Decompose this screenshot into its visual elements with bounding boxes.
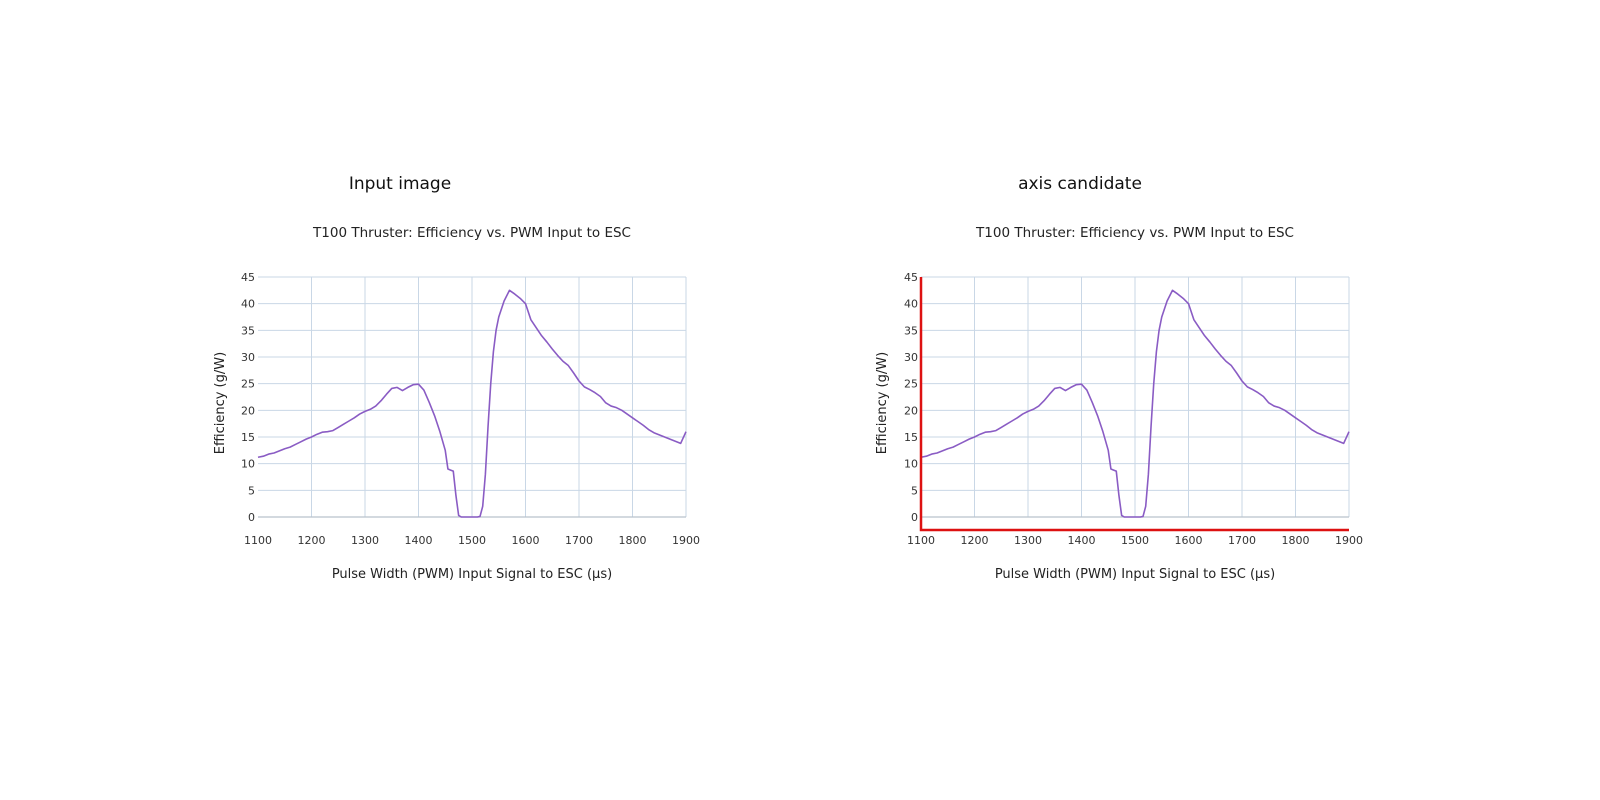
x-tick-label: 1800 (1282, 534, 1310, 547)
x-axis-label: Pulse Width (PWM) Input Signal to ESC (μ… (995, 567, 1275, 582)
chart-title: T100 Thruster: Efficiency vs. PWM Input … (975, 225, 1294, 241)
y-tick-label: 15 (241, 431, 255, 444)
axis-candidate-panel: axis candidate 1100 1200 1300 1400 1500 1600 1… (680, 0, 1480, 800)
efficiency-chart: 1100 1200 1300 1400 1500 1600 1700 1800 1900 0 5 10… (213, 225, 700, 582)
y-tick-label: 35 (904, 324, 918, 337)
y-tick-label: 10 (241, 458, 255, 471)
input-image-panel: Input image 1100 1200 1300 1400 1500 1600 1700… (213, 174, 700, 582)
y-tick-label: 20 (904, 404, 918, 417)
efficiency-line (920, 289, 1350, 518)
y-tick-label: 30 (241, 351, 255, 364)
chart-title: T100 Thruster: Efficiency vs. PWM Input … (312, 225, 631, 241)
y-axis-label: Efficiency (g/W) (213, 352, 228, 454)
x-tick-label: 1500 (458, 534, 486, 547)
y-tick-label: 45 (241, 271, 255, 284)
x-tick-label: 1100 (244, 534, 272, 547)
x-tick-label: 1400 (1068, 534, 1096, 547)
y-axis-label: Efficiency (g/W) (875, 352, 890, 454)
y-tick-label: 35 (241, 324, 255, 337)
x-tick-label: 1300 (1014, 534, 1042, 547)
panel-heading: Input image (348, 174, 452, 194)
panel-heading: axis candidate (1018, 174, 1142, 194)
y-tick-label: 15 (904, 431, 918, 444)
x-tick-label: 1500 (1121, 534, 1149, 547)
x-tick-label: 1600 (512, 534, 540, 547)
y-tick-label: 25 (904, 378, 918, 391)
y-tick-label: 5 (248, 484, 255, 497)
x-tick-label: 1200 (961, 534, 989, 547)
y-tick-label: 30 (904, 351, 918, 364)
efficiency-chart: 1100 1200 1300 1400 1500 1600 1700 1800 1900 0 5 10… (875, 225, 1363, 582)
x-tick-label: 1900 (672, 534, 700, 547)
y-tick-label: 40 (241, 298, 255, 311)
y-tick-label: 0 (911, 511, 918, 524)
x-tick-label: 1200 (298, 534, 326, 547)
y-tick-label: 10 (904, 458, 918, 471)
y-tick-label: 45 (904, 271, 918, 284)
x-axis-label: Pulse Width (PWM) Input Signal to ESC (μ… (332, 567, 612, 582)
y-tick-label: 25 (241, 378, 255, 391)
x-tick-label: 1400 (405, 534, 433, 547)
x-tick-label: 1800 (619, 534, 647, 547)
y-tick-label: 0 (248, 511, 255, 524)
x-tick-label: 1300 (351, 534, 379, 547)
efficiency-line (257, 289, 687, 518)
x-tick-label: 1600 (1175, 534, 1203, 547)
axis-candidate-outline (919, 277, 1349, 532)
x-tick-label: 1700 (1228, 534, 1256, 547)
y-tick-label: 5 (911, 484, 918, 497)
y-tick-label: 20 (241, 404, 255, 417)
y-tick-label: 40 (904, 298, 918, 311)
x-tick-label: 1700 (565, 534, 593, 547)
x-tick-label: 1100 (907, 534, 935, 547)
x-tick-label: 1900 (1335, 534, 1363, 547)
